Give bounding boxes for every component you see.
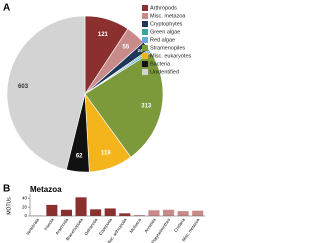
value-label: 313 bbox=[141, 103, 152, 109]
value-label: 62 bbox=[76, 154, 83, 160]
legend-label: Cryptophytes bbox=[150, 21, 183, 27]
legend-swatch bbox=[142, 37, 148, 43]
value-label: 603 bbox=[18, 84, 29, 90]
value-label: 55 bbox=[123, 44, 130, 50]
x-tick-label: Arachnida bbox=[54, 217, 69, 236]
figure: A12155244631311962603ArthropodsMisc. met… bbox=[3, 3, 205, 243]
legend-label: Misc. metazoa bbox=[150, 13, 186, 19]
bar bbox=[75, 197, 87, 216]
bar bbox=[177, 211, 189, 216]
value-label: 119 bbox=[101, 150, 111, 156]
x-tick-label: Insecta bbox=[43, 217, 55, 231]
legend-swatch bbox=[142, 61, 148, 67]
x-tick-label: Mollusca bbox=[129, 217, 143, 234]
value-label: 24 bbox=[138, 48, 144, 53]
bar bbox=[104, 208, 116, 216]
legend-label: Arthropods bbox=[150, 5, 177, 11]
legend-swatch bbox=[142, 5, 148, 11]
value-label: 121 bbox=[98, 32, 109, 38]
legend-swatch bbox=[142, 21, 148, 27]
bar bbox=[60, 209, 72, 216]
legend-swatch bbox=[142, 29, 148, 35]
x-tick-label: Vertebrata bbox=[25, 217, 41, 236]
legend-swatch bbox=[142, 45, 148, 51]
x-tick-label: Annelida bbox=[143, 217, 157, 234]
chart-title: Metazoa bbox=[30, 185, 62, 194]
legend-label: Bacteria bbox=[150, 61, 171, 67]
legend-label: Misc. eukaryotes bbox=[150, 53, 192, 59]
y-tick-label: 0 bbox=[24, 213, 27, 218]
y-axis-label: MOTUs bbox=[6, 197, 12, 215]
x-tick-label: Copepoda bbox=[98, 217, 114, 236]
legend-label: Stramenopiles bbox=[150, 45, 185, 51]
legend-label: Red algae bbox=[150, 37, 175, 43]
pie-slice bbox=[6, 15, 86, 171]
x-tick-label: Ostracoda bbox=[83, 217, 99, 236]
legend-swatch bbox=[142, 13, 148, 19]
pie-slice bbox=[84, 52, 164, 158]
bar bbox=[163, 209, 175, 216]
y-tick-label: 20 bbox=[22, 204, 28, 209]
legend-label: Unidentified bbox=[150, 69, 179, 75]
panel-label: B bbox=[3, 184, 10, 195]
bar bbox=[90, 209, 102, 216]
bar bbox=[119, 213, 131, 216]
legend-label: Green algae bbox=[150, 29, 180, 35]
y-tick-label: 40 bbox=[22, 195, 28, 200]
x-tick-label: Cnidaria bbox=[173, 217, 186, 233]
bar bbox=[148, 210, 160, 216]
legend-swatch bbox=[142, 53, 148, 59]
bar bbox=[133, 215, 145, 216]
bar bbox=[192, 210, 204, 216]
bar bbox=[46, 204, 58, 216]
legend-swatch bbox=[142, 69, 148, 75]
panel-label: A bbox=[3, 3, 10, 14]
